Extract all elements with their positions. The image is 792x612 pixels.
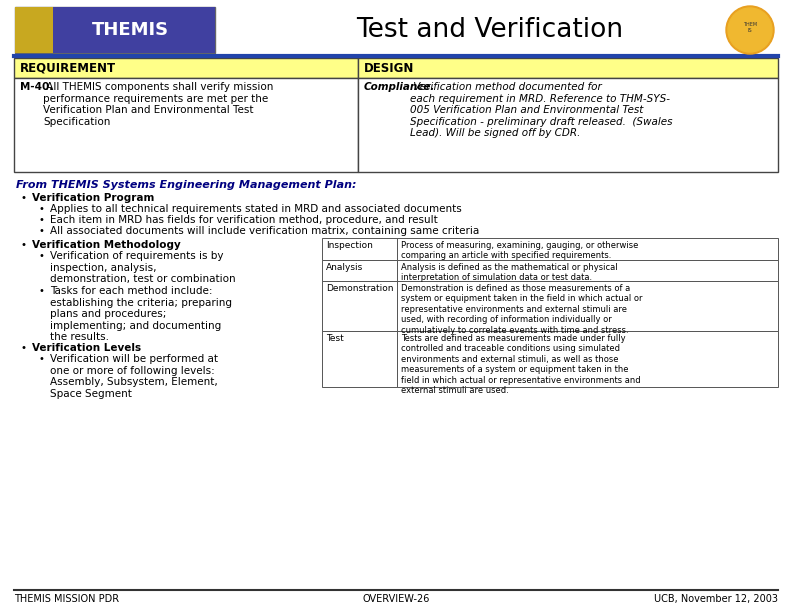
Text: Analysis: Analysis (326, 263, 364, 272)
Circle shape (728, 8, 772, 52)
Text: All associated documents will include verification matrix, containing same crite: All associated documents will include ve… (50, 226, 479, 236)
Text: Verification method documented for
each requirement in MRD. Reference to THM-SYS: Verification method documented for each … (410, 82, 672, 138)
Text: Test and Verification: Test and Verification (356, 17, 623, 43)
Text: Verification will be performed at
one or more of following levels:
Assembly, Sub: Verification will be performed at one or… (50, 354, 218, 399)
Text: •: • (38, 354, 44, 364)
Text: •: • (38, 215, 44, 225)
Text: THEMIS: THEMIS (91, 21, 169, 39)
Text: OVERVIEW-26: OVERVIEW-26 (362, 594, 430, 604)
Bar (53, 7, 215, 53)
Bar (397, 331, 778, 387)
Text: Verification Levels: Verification Levels (32, 343, 141, 353)
Bar (14, 78, 358, 172)
Bar (322, 238, 397, 260)
Text: IS: IS (748, 28, 752, 32)
Text: Analysis is defined as the mathematical or physical
interpretation of simulation: Analysis is defined as the mathematical … (401, 263, 618, 282)
Text: REQUIREMENT: REQUIREMENT (20, 61, 116, 75)
Bar (322, 260, 397, 281)
Text: UCB, November 12, 2003: UCB, November 12, 2003 (654, 594, 778, 604)
Bar (14, 58, 358, 78)
Text: •: • (38, 204, 44, 214)
Text: Verification Program: Verification Program (32, 193, 154, 203)
Text: Compliance.: Compliance. (364, 82, 436, 92)
Text: •: • (20, 343, 26, 353)
Text: •: • (38, 251, 44, 261)
Bar (322, 281, 397, 331)
Text: Tasks for each method include:
establishing the criteria; preparing
plans and pr: Tasks for each method include: establish… (50, 286, 232, 342)
Bar (397, 238, 778, 260)
Bar (322, 331, 397, 387)
Bar (397, 281, 778, 331)
Text: •: • (38, 286, 44, 296)
Text: THEMIS MISSION PDR: THEMIS MISSION PDR (14, 594, 119, 604)
Text: Verification Methodology: Verification Methodology (32, 240, 181, 250)
Text: Demonstration is defined as those measurements of a
system or equipment taken in: Demonstration is defined as those measur… (401, 284, 642, 335)
Text: Tests are defined as measurements made under fully
controlled and traceable cond: Tests are defined as measurements made u… (401, 334, 641, 395)
Bar (397, 260, 778, 281)
Text: Verification of requirements is by
inspection, analysis,
demonstration, test or : Verification of requirements is by inspe… (50, 251, 236, 284)
Text: DESIGN: DESIGN (364, 61, 414, 75)
Text: Applies to all technical requirements stated in MRD and associated documents: Applies to all technical requirements st… (50, 204, 462, 214)
Bar (15, 7, 53, 53)
Text: Test: Test (326, 334, 344, 343)
Text: •: • (20, 193, 26, 203)
Text: Demonstration: Demonstration (326, 284, 394, 293)
Bar (358, 78, 778, 172)
Bar (15, 7, 215, 53)
Text: Inspection: Inspection (326, 241, 373, 250)
Text: Process of measuring, examining, gauging, or otherwise
comparing an article with: Process of measuring, examining, gauging… (401, 241, 638, 260)
Text: THEM: THEM (743, 21, 757, 26)
Text: From THEMIS Systems Engineering Management Plan:: From THEMIS Systems Engineering Manageme… (16, 180, 356, 190)
Text: •: • (20, 240, 26, 250)
Bar (358, 58, 778, 78)
Circle shape (726, 6, 774, 54)
Text: •: • (38, 226, 44, 236)
Text: Each item in MRD has fields for verification method, procedure, and result: Each item in MRD has fields for verifica… (50, 215, 438, 225)
Text: All THEMIS components shall verify mission
performance requirements are met per : All THEMIS components shall verify missi… (43, 82, 273, 127)
Text: M-40.: M-40. (20, 82, 53, 92)
